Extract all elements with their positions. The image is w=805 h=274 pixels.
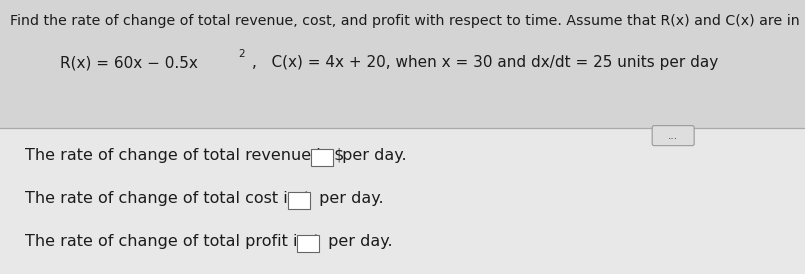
- Text: The rate of change of total revenue is $: The rate of change of total revenue is $: [25, 148, 345, 163]
- Text: The rate of change of total cost is $: The rate of change of total cost is $: [25, 191, 312, 206]
- Bar: [0, 0, 805, 128]
- Text: ,   C(x) = 4x + 20, when x = 30 and dx/dt = 25 units per day: , C(x) = 4x + 20, when x = 30 and dx/dt …: [252, 55, 718, 70]
- FancyBboxPatch shape: [297, 235, 319, 252]
- Text: ...: ...: [668, 131, 679, 141]
- Bar: [0, 128, 805, 274]
- Text: per day.: per day.: [337, 148, 407, 163]
- Text: Find the rate of change of total revenue, cost, and profit with respect to time.: Find the rate of change of total revenue…: [10, 14, 805, 28]
- FancyBboxPatch shape: [311, 149, 333, 166]
- FancyBboxPatch shape: [652, 126, 694, 145]
- Text: per day.: per day.: [314, 191, 384, 206]
- Text: The rate of change of total profit is $: The rate of change of total profit is $: [25, 234, 321, 249]
- FancyBboxPatch shape: [288, 192, 310, 209]
- Text: R(x) = 60x − 0.5x: R(x) = 60x − 0.5x: [60, 55, 198, 70]
- Text: per day.: per day.: [323, 234, 393, 249]
- Text: 2: 2: [238, 49, 245, 59]
